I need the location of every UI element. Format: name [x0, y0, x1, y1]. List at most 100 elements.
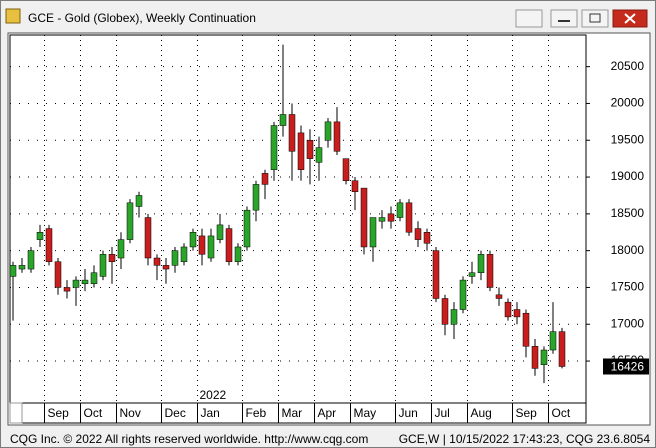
candle-body — [225, 228, 233, 262]
candle-body — [117, 239, 125, 259]
candle-body — [108, 254, 116, 262]
candle-body — [540, 349, 548, 365]
x-tick-label: Sep — [48, 406, 70, 420]
candle-body — [162, 265, 170, 270]
candle-body — [261, 173, 269, 185]
candle-body — [378, 217, 386, 222]
candle-body — [531, 346, 539, 369]
y-tick-label: 17000 — [611, 316, 645, 330]
footer-left: CQG Inc. © 2022 All rights reserved worl… — [10, 432, 368, 446]
candle-body — [351, 180, 359, 193]
x-tick-label: Jan — [201, 406, 220, 420]
candle-body — [513, 309, 521, 318]
last-price-label: 16426 — [611, 360, 645, 374]
candle-body — [144, 217, 152, 259]
x-tick-label: Sep — [516, 406, 538, 420]
candle-body — [432, 250, 440, 299]
candle-body — [306, 139, 314, 159]
candle-body — [441, 298, 449, 325]
x-tick-label: Feb — [246, 406, 267, 420]
x-tick-label: Nov — [120, 406, 141, 420]
candle-body — [9, 265, 17, 277]
y-tick-label: 17500 — [611, 280, 645, 294]
candle-body — [549, 331, 557, 351]
restore-button[interactable] — [581, 9, 609, 28]
candle-body — [477, 254, 485, 273]
candle-body — [198, 235, 206, 255]
candle-body — [360, 187, 368, 248]
y-tick-label: 19000 — [611, 169, 645, 183]
candle-body — [522, 312, 530, 347]
x-tick-label: Apr — [318, 406, 337, 420]
candle-body — [558, 331, 566, 367]
minimize-button[interactable] — [550, 9, 578, 28]
candle-body — [405, 202, 413, 233]
candle-body — [504, 301, 512, 318]
candle-body — [54, 261, 62, 288]
candle-body — [342, 158, 350, 181]
candle-body — [414, 228, 422, 240]
x-tick-label: Aug — [471, 406, 492, 420]
candle-body — [72, 279, 80, 288]
candle-body — [90, 272, 98, 285]
candle-body — [216, 224, 224, 240]
app-icon — [5, 8, 21, 24]
candle-body — [369, 217, 377, 248]
x-tick-label: Jun — [399, 406, 418, 420]
candle-body — [126, 202, 134, 240]
candle-body — [45, 228, 53, 262]
x-tick-label: Dec — [165, 406, 186, 420]
y-tick-label: 20000 — [611, 96, 645, 110]
candle-body — [486, 254, 494, 288]
candle-body — [450, 309, 458, 325]
candle-body — [63, 287, 71, 292]
chart: 1650017000175001800018500190001950020000… — [9, 35, 649, 423]
x-tick-label: Oct — [552, 406, 571, 420]
candle-body — [99, 254, 107, 277]
y-tick-label: 18500 — [611, 206, 645, 220]
candle-body — [459, 279, 467, 310]
last-price-box — [603, 358, 649, 375]
candle-body — [135, 195, 143, 207]
x-tick-label: May — [354, 406, 377, 420]
x-tick-label: Oct — [84, 406, 103, 420]
candle-body — [171, 250, 179, 266]
candle-body — [252, 184, 260, 211]
x-tick-label: Mar — [282, 406, 303, 420]
candle-body — [324, 121, 332, 141]
restore-icon — [589, 13, 601, 23]
candle-body — [81, 279, 89, 285]
candle-body — [315, 147, 323, 163]
y-tick-label: 19500 — [611, 132, 645, 146]
link-button[interactable] — [515, 9, 543, 28]
candle-body — [207, 235, 215, 259]
candle-body — [18, 265, 26, 270]
candle-body — [297, 132, 305, 170]
year-label: 2022 — [200, 388, 227, 402]
candle-body — [270, 125, 278, 170]
candle-body — [333, 121, 341, 152]
candle-body — [243, 209, 251, 248]
candle-body — [495, 294, 503, 299]
candle-body — [468, 272, 476, 277]
candle-body — [36, 231, 44, 240]
plot-area — [9, 34, 587, 404]
y-tick-label: 18000 — [611, 243, 645, 257]
footer-right: GCE,W | 10/15/2022 17:43:23, CQG 23.6.80… — [399, 432, 651, 446]
candle-body — [288, 114, 296, 152]
candle-body — [153, 257, 161, 266]
candle-body — [189, 231, 197, 248]
candle-body — [387, 213, 395, 222]
close-icon — [624, 13, 636, 24]
candle-body — [396, 202, 404, 218]
candle-body — [423, 231, 431, 244]
x-tick-label: Jul — [435, 406, 450, 420]
candle-body — [27, 250, 35, 270]
candle-body — [279, 114, 287, 126]
y-tick-label: 20500 — [611, 59, 645, 73]
scroll-thumb[interactable] — [9, 402, 23, 424]
window-title: GCE - Gold (Globex), Weekly Continuation — [28, 11, 256, 25]
candle-body — [180, 246, 188, 262]
candle-body — [234, 246, 242, 262]
